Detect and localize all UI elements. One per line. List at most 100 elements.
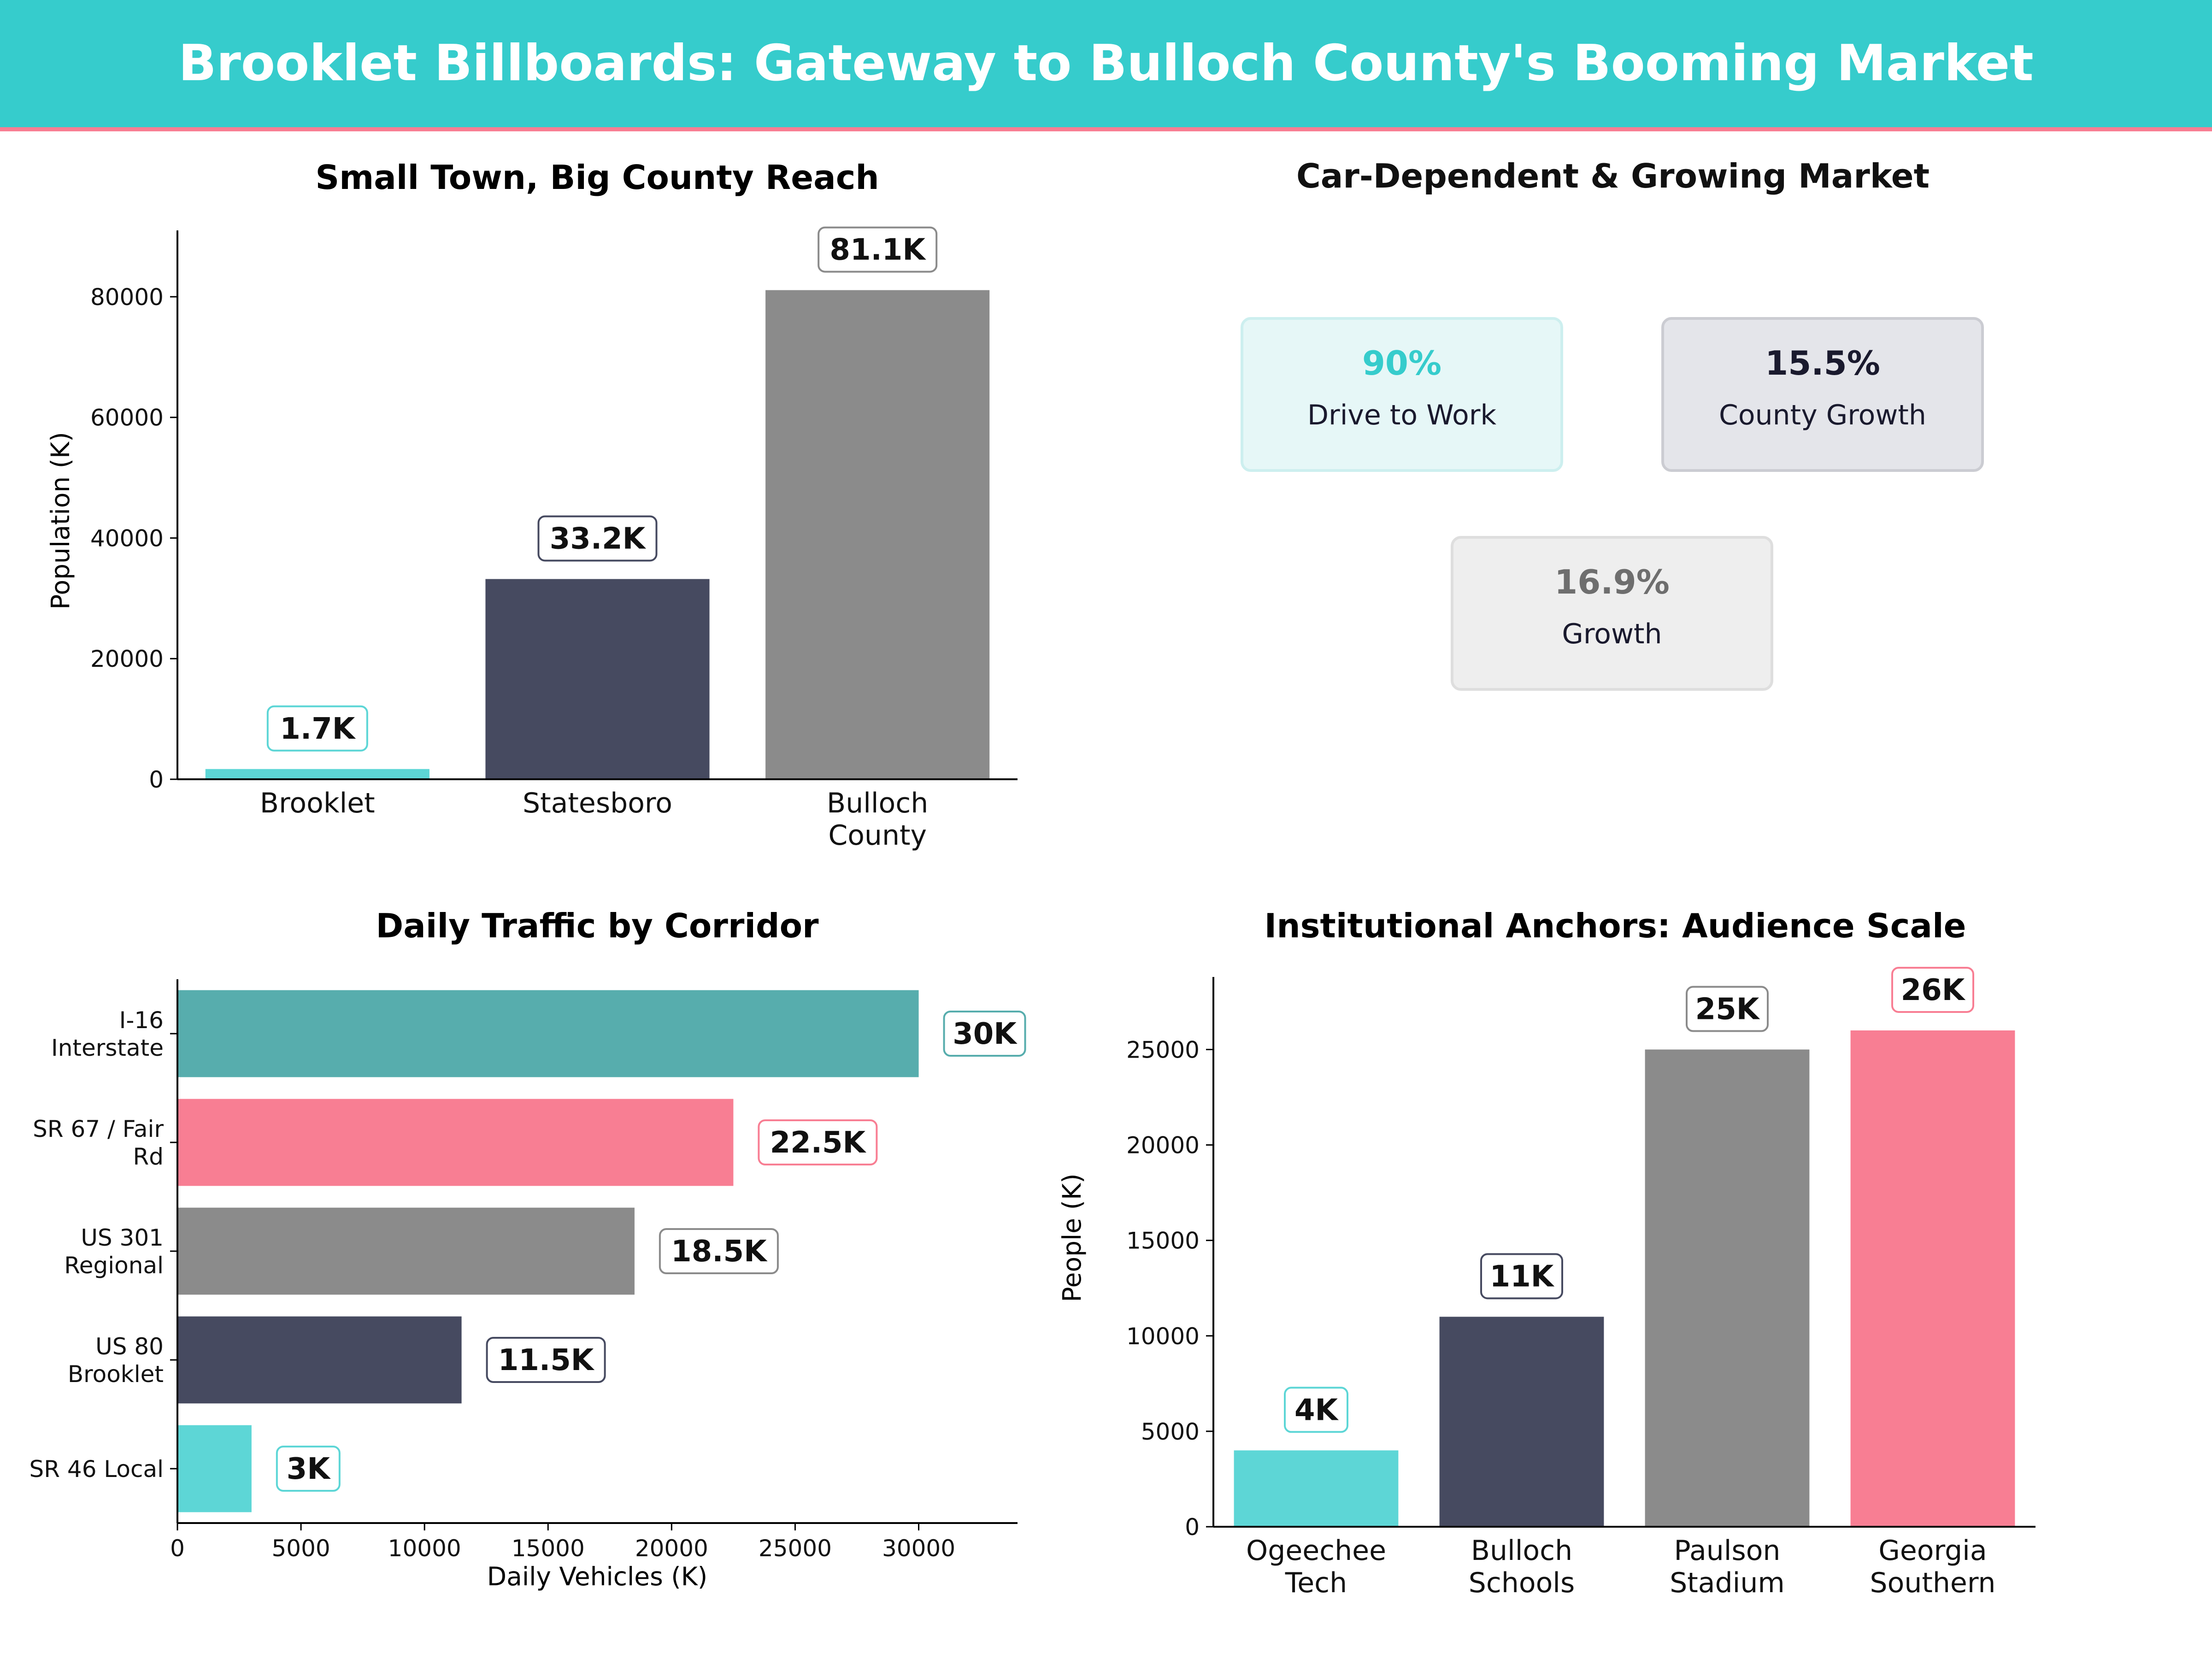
kpi-label: Drive to Work [1307, 399, 1497, 431]
data-label: 3K [287, 1452, 331, 1486]
data-label: 81.1K [830, 233, 926, 267]
chart-title: Small Town, Big County Reach [315, 158, 879, 197]
bar-value-label: 33.2K [537, 515, 658, 562]
data-label: 11.5K [498, 1343, 595, 1377]
bar-value-label: 26K [1891, 966, 1974, 1013]
bar [177, 1425, 252, 1512]
x-tick-label: 25000 [759, 1535, 832, 1562]
x-tick-label: 5000 [271, 1535, 330, 1562]
data-label-box [266, 705, 368, 752]
bar [1850, 1030, 2015, 1527]
x-tick-label: Ogeechee [1246, 1535, 1386, 1567]
x-tick-label: Statesboro [523, 787, 672, 819]
bar [177, 1099, 734, 1186]
x-tick-label: Bulloch [827, 787, 928, 819]
population-bar-chart: Small Town, Big County Reach Population … [46, 158, 1018, 852]
bar [765, 290, 990, 779]
data-label: 1.7K [280, 712, 356, 746]
bar-value-label: 18.5K [659, 1228, 779, 1274]
kpi-panel-title: Car-Dependent & Growing Market [1296, 157, 1930, 195]
bar [485, 579, 710, 779]
data-label-box [1686, 986, 1769, 1032]
y-axis-label: Population (K) [46, 432, 75, 609]
kpi-card-drive-to-work: 90% Drive to Work [1241, 317, 1563, 472]
y-tick-label: 80000 [90, 284, 164, 311]
data-label: 4K [1294, 1393, 1339, 1427]
kpi-card-growth: 16.9% Growth [1451, 536, 1773, 691]
kpi-value: 15.5% [1765, 344, 1880, 382]
bar-value-label: 4K [1284, 1387, 1348, 1433]
x-tick-label: 20000 [635, 1535, 708, 1562]
data-label-box [1284, 1387, 1348, 1433]
data-label: 22.5K [770, 1126, 867, 1160]
bar [1439, 1317, 1604, 1527]
y-tick-label: Rd [133, 1143, 164, 1170]
y-tick-label: 0 [149, 766, 164, 793]
data-label: 11K [1490, 1259, 1555, 1294]
chart-title: Daily Traffic by Corridor [376, 906, 819, 945]
bar [177, 990, 919, 1077]
page-title: Brooklet Billboards: Gateway to Bulloch … [178, 35, 2034, 92]
bar-value-label: 11K [1480, 1253, 1563, 1300]
bar-value-label: 1.7K [266, 705, 368, 752]
x-tick-label: County [828, 819, 927, 852]
institutions-bar-chart: Institutional Anchors: Audience Scale Pe… [1060, 906, 2036, 1599]
x-axis-label: Daily Vehicles (K) [487, 1562, 707, 1591]
x-tick-label: Tech [1285, 1567, 1347, 1599]
bar-value-label: 25K [1686, 986, 1769, 1032]
bar [205, 769, 429, 779]
x-tick-label: Georgia [1878, 1535, 1987, 1567]
x-tick-label: Brooklet [260, 787, 375, 819]
bar-value-label: 3K [276, 1446, 341, 1492]
y-tick-label: SR 67 / Fair [33, 1116, 164, 1142]
y-tick-label: US 80 [95, 1333, 164, 1360]
kpi-card-county-growth: 15.5% County Growth [1661, 317, 1984, 472]
x-tick-label: 30000 [882, 1535, 955, 1562]
y-tick-label: US 301 [81, 1224, 164, 1251]
x-tick-label: Southern [1870, 1567, 1996, 1599]
bar [177, 1207, 635, 1295]
x-tick-label: 0 [170, 1535, 185, 1562]
data-label-box [276, 1446, 341, 1492]
y-tick-label: Regional [64, 1252, 164, 1279]
y-tick-label: 15000 [1126, 1228, 1200, 1254]
y-tick-label: 0 [1185, 1514, 1200, 1541]
bar-value-label: 11.5K [486, 1337, 606, 1383]
y-tick-label: 60000 [90, 405, 164, 431]
y-tick-label: I-16 [119, 1007, 164, 1034]
y-tick-label: 25000 [1126, 1036, 1200, 1063]
data-label: 18.5K [671, 1235, 768, 1269]
chart-title: Institutional Anchors: Audience Scale [1265, 906, 1966, 945]
bar [1234, 1450, 1399, 1527]
y-tick-label: SR 46 Local [29, 1456, 164, 1483]
data-label-box [1480, 1253, 1563, 1300]
y-tick-label: 40000 [90, 525, 164, 552]
header-banner [0, 0, 2212, 127]
y-tick-label: 10000 [1126, 1323, 1200, 1350]
data-label: 26K [1901, 973, 1966, 1007]
kpi-value: 16.9% [1554, 563, 1670, 601]
x-tick-label: 15000 [512, 1535, 585, 1562]
data-label-box [659, 1228, 779, 1274]
bar [1645, 1049, 1810, 1527]
data-label-box [486, 1337, 606, 1383]
data-label: 33.2K [550, 522, 647, 556]
data-label: 30K [953, 1017, 1018, 1051]
y-axis-label: People (K) [1060, 1173, 1087, 1302]
bar-value-label: 81.1K [818, 226, 938, 273]
y-tick-label: Interstate [51, 1035, 164, 1061]
y-tick-label: 20000 [1126, 1132, 1200, 1159]
bar-value-label: 22.5K [758, 1119, 878, 1165]
data-label-box [943, 1011, 1026, 1057]
data-label-box [818, 226, 938, 273]
y-tick-label: 5000 [1141, 1418, 1200, 1445]
x-tick-label: Schools [1469, 1567, 1575, 1599]
x-tick-label: Bulloch [1471, 1535, 1572, 1567]
traffic-hbar-chart: Daily Traffic by Corridor Daily Vehicles… [29, 906, 1026, 1591]
x-tick-label: Stadium [1670, 1567, 1785, 1599]
x-tick-label: Paulson [1674, 1535, 1781, 1567]
y-tick-label: Brooklet [68, 1361, 164, 1388]
data-label-box [537, 515, 658, 562]
header-accent-line [0, 127, 2212, 131]
y-tick-label: 20000 [90, 646, 164, 672]
